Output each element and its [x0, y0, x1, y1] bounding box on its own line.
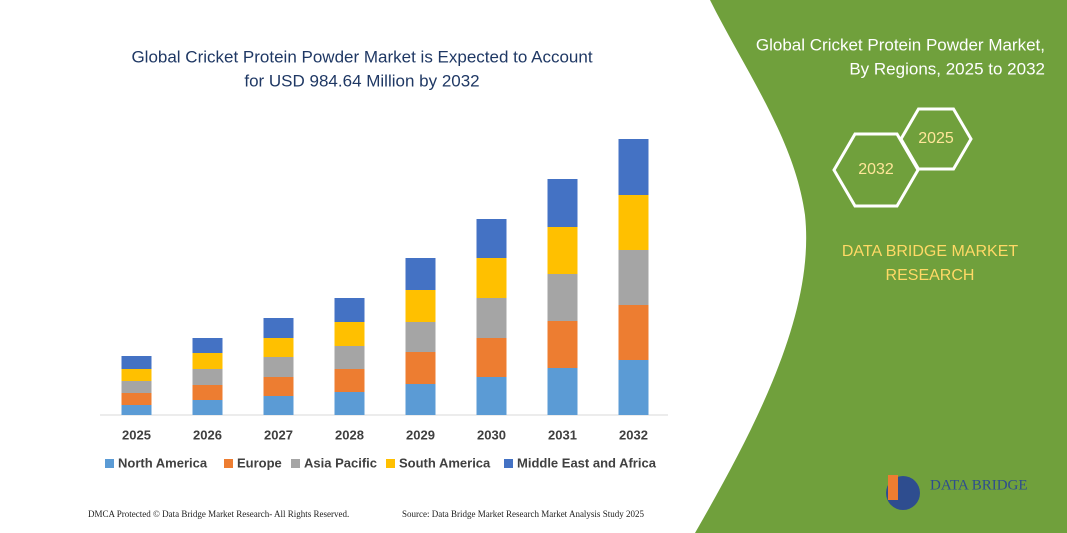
bar-segment	[121, 405, 152, 415]
x-tick-label: 2028	[335, 427, 364, 442]
legend-label: Middle East and Africa	[517, 455, 657, 470]
bar-segment	[263, 396, 294, 415]
hex-label: 2032	[858, 161, 894, 178]
bar-segment	[121, 369, 152, 381]
footer-text: DMCA Protected © Data Bridge Market Rese…	[88, 509, 349, 519]
bar-segment	[618, 250, 649, 305]
bar-segment	[405, 290, 436, 322]
brand-text: DATA BRIDGE MARKET	[842, 243, 1019, 260]
hex-label: 2025	[918, 130, 954, 147]
bar-segment	[121, 381, 152, 393]
bar-segment	[547, 227, 578, 274]
bar-segment	[263, 357, 294, 377]
x-tick-label: 2029	[406, 427, 435, 442]
bar-segment	[192, 353, 223, 369]
side-panel	[695, 0, 1067, 533]
hexagon	[832, 132, 920, 208]
bar-segment	[334, 369, 365, 392]
bar-segment	[618, 305, 649, 360]
bar-segment	[334, 322, 365, 346]
panel-title: Global Cricket Protein Powder Market,	[756, 35, 1045, 54]
bar-segment	[121, 393, 152, 405]
bar-segment	[192, 338, 223, 353]
bar-segment	[334, 392, 365, 415]
legend-swatch	[386, 459, 395, 468]
legend-swatch	[504, 459, 513, 468]
panel-title: By Regions, 2025 to 2032	[849, 59, 1045, 78]
bar-segment	[618, 360, 649, 415]
legend-label: South America	[399, 455, 491, 470]
footer-text: Source: Data Bridge Market Research Mark…	[402, 509, 644, 519]
legend-label: Asia Pacific	[304, 455, 377, 470]
chart-title: for USD 984.64 Million by 2032	[244, 71, 479, 90]
bar-segment	[405, 384, 436, 415]
bar-segment	[192, 400, 223, 415]
legend-swatch	[224, 459, 233, 468]
logo-text: DATA BRIDGE	[930, 477, 1028, 493]
bar-segment	[547, 368, 578, 415]
bar-segment	[618, 139, 649, 195]
x-tick-label: 2026	[193, 427, 222, 442]
bar-segment	[476, 258, 507, 298]
x-tick-label: 2027	[264, 427, 293, 442]
legend-label: Europe	[237, 455, 282, 470]
x-tick-label: 2031	[548, 427, 577, 442]
bar-segment	[476, 377, 507, 415]
bar-segment	[263, 318, 294, 338]
bar-segment	[334, 298, 365, 322]
bar-segment	[618, 195, 649, 250]
x-tick-label: 2025	[122, 427, 151, 442]
bar-segment	[405, 322, 436, 352]
bar-segment	[405, 352, 436, 384]
legend-label: North America	[118, 455, 208, 470]
bar-segment	[192, 385, 223, 400]
legend-swatch	[291, 459, 300, 468]
legend-swatch	[105, 459, 114, 468]
bar-segment	[263, 338, 294, 357]
bar-segment	[476, 298, 507, 338]
bar-segment	[334, 346, 365, 369]
bar-segment	[263, 377, 294, 396]
bar-segment	[476, 338, 507, 377]
chart-title: Global Cricket Protein Powder Market is …	[131, 47, 592, 66]
x-tick-label: 2030	[477, 427, 506, 442]
brand-text: RESEARCH	[886, 267, 975, 284]
x-tick-label: 2032	[619, 427, 648, 442]
bar-segment	[547, 179, 578, 227]
bar-segment	[405, 258, 436, 290]
bar-segment	[121, 356, 152, 369]
bar-segment	[476, 219, 507, 258]
bar-segment	[547, 274, 578, 321]
bar-segment	[192, 369, 223, 385]
logo-icon	[888, 475, 898, 500]
bar-segment	[547, 321, 578, 368]
